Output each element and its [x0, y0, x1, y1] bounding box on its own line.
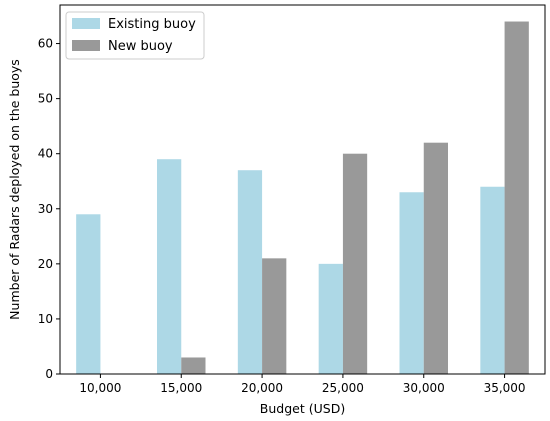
bar-existing-buoy-35000	[480, 186, 505, 374]
legend-frame	[65, 11, 205, 60]
y-tick-label: 10	[38, 312, 53, 326]
y-ticks-group: 0 10 20 30 40 50 60	[38, 37, 60, 381]
y-tick-label: 60	[38, 37, 53, 51]
bar-new-buoy-15000	[181, 357, 206, 374]
x-ticks-group: 10,000 15,000 20,000 25,000 30,000 35,000	[79, 374, 526, 395]
y-tick-label: 30	[38, 202, 53, 216]
legend: Existing buoy New buoy	[65, 11, 205, 60]
bar-new-buoy-20000	[262, 258, 287, 374]
bars-group	[76, 21, 529, 375]
bar-existing-buoy-30000	[399, 192, 424, 374]
plot-frame	[59, 4, 546, 375]
legend-swatch	[72, 40, 100, 51]
y-tick-label: 0	[45, 367, 53, 381]
x-tick-label: 35,000	[484, 381, 526, 395]
bar-new-buoy-30000	[423, 142, 448, 374]
x-tick-label: 30,000	[403, 381, 445, 395]
bar-new-buoy-35000	[504, 21, 529, 375]
legend-swatch	[72, 18, 100, 29]
y-tick-label: 20	[38, 257, 53, 271]
bar-existing-buoy-20000	[237, 170, 263, 374]
bar-existing-buoy-25000	[318, 263, 343, 374]
x-tick-label: 15,000	[160, 381, 202, 395]
bar-existing-buoy-10000	[76, 214, 101, 374]
x-tick-label: 10,000	[79, 381, 121, 395]
x-tick-label: 20,000	[241, 381, 283, 395]
bar-existing-buoy-15000	[157, 159, 182, 374]
axes-group	[59, 4, 546, 375]
y-tick-label: 40	[38, 147, 53, 161]
bar-new-buoy-25000	[342, 153, 368, 374]
y-axis-label: Number of Radars deployed on the buoys	[7, 59, 22, 320]
x-tick-label: 25,000	[322, 381, 364, 395]
x-axis-label: Budget (USD)	[260, 401, 345, 416]
y-tick-label: 50	[38, 92, 53, 106]
legend-entry: Existing buoy	[108, 17, 196, 32]
legend-entry: New buoy	[108, 39, 173, 54]
